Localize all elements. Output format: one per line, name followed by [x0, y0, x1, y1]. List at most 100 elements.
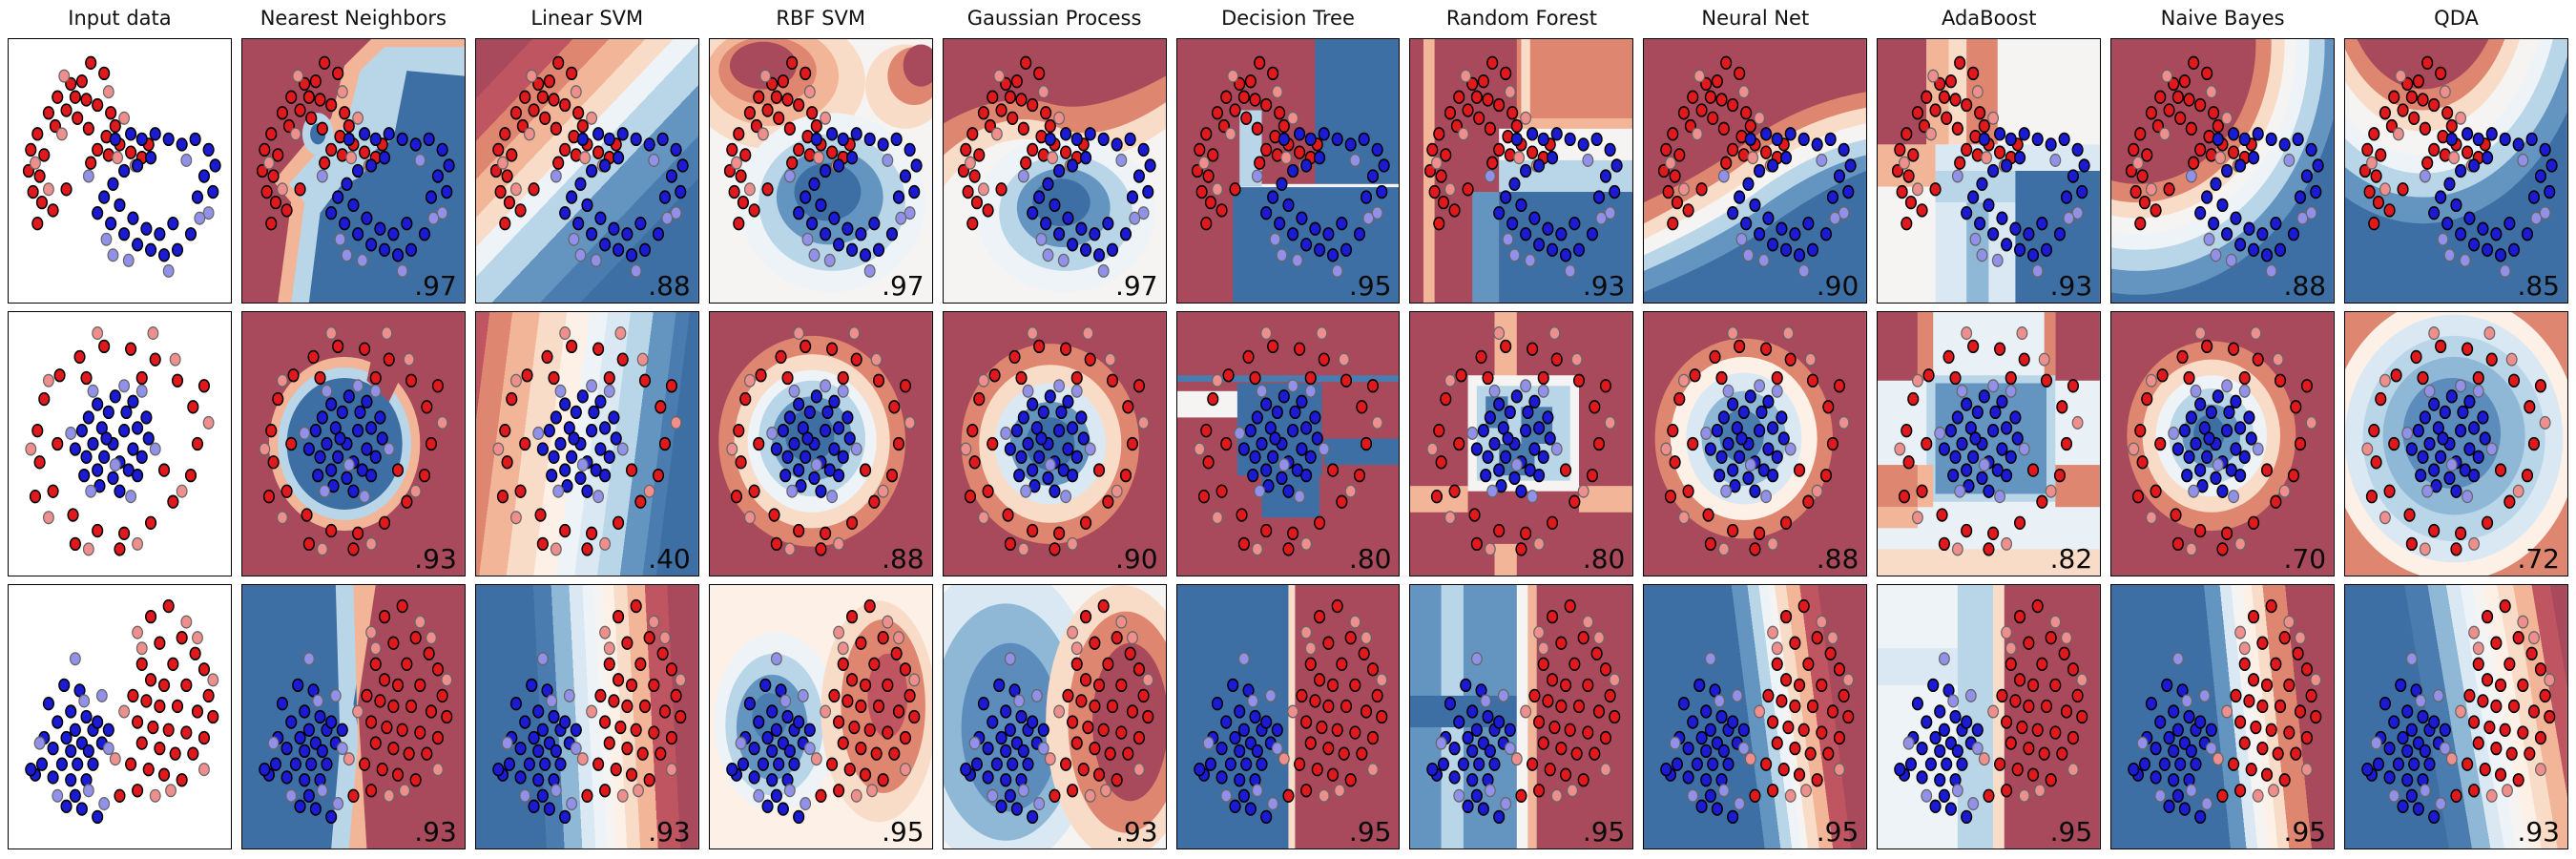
red-train-point — [1573, 373, 1586, 388]
red-test-point — [1066, 536, 1078, 551]
red-train-point — [528, 182, 540, 197]
red-train-point — [1500, 339, 1512, 354]
decision-surface-svg — [1644, 312, 1867, 576]
red-train-point — [180, 678, 193, 693]
red-train-point — [135, 370, 148, 386]
blue-train-point — [2216, 484, 2229, 498]
blue-train-point — [765, 704, 778, 719]
blue-train-point — [514, 770, 527, 785]
red-test-point — [526, 69, 537, 83]
red-train-point — [1772, 657, 1784, 671]
blue-train-point — [1010, 424, 1023, 438]
red-train-point — [1600, 662, 1612, 677]
blue-train-point — [548, 450, 560, 464]
blue-train-point — [1493, 205, 1506, 220]
blue-train-point — [2295, 190, 2307, 204]
red-train-point — [1533, 715, 1546, 729]
blue-train-point — [2168, 744, 2180, 759]
blue-train-point — [1727, 715, 1739, 729]
blue-train-point — [748, 770, 760, 785]
red-train-point — [1366, 662, 1379, 677]
red-test-point — [1899, 156, 1911, 170]
red-train-point — [125, 342, 137, 356]
blue-test-point — [550, 784, 562, 798]
red-test-point — [2393, 127, 2404, 141]
red-train-point — [191, 436, 204, 451]
blue-train-point — [2472, 450, 2484, 464]
blue-train-point — [558, 397, 571, 411]
red-test-point — [2310, 673, 2322, 687]
blue-test-point — [267, 736, 280, 750]
decision-surface-svg — [475, 39, 698, 303]
blue-train-point — [289, 757, 301, 771]
red-train-point — [197, 730, 211, 745]
blue-test-point — [825, 490, 838, 504]
blue-train-point — [1511, 389, 1524, 404]
blue-train-point — [1478, 424, 1490, 438]
red-train-point — [2275, 699, 2287, 714]
blue-train-point — [1824, 132, 1838, 147]
blue-train-point — [2196, 478, 2209, 493]
red-test-point — [207, 673, 219, 687]
blue-train-point — [2014, 151, 2026, 165]
blue-train-point — [598, 238, 611, 252]
red-test-point — [289, 127, 301, 141]
red-train-point — [1017, 121, 1029, 136]
blue-test-point — [2199, 688, 2211, 702]
blue-train-point — [409, 137, 422, 152]
red-train-point — [625, 678, 637, 693]
blue-train-point — [1106, 242, 1118, 257]
blue-train-point — [1313, 242, 1325, 257]
blue-train-point — [1749, 198, 1761, 213]
blue-train-point — [2312, 158, 2324, 173]
red-train-point — [2067, 730, 2080, 745]
red-train-point — [1453, 90, 1465, 104]
blue-train-point — [176, 137, 188, 152]
red-train-point — [391, 463, 404, 477]
red-train-point — [815, 788, 827, 803]
red-train-point — [1994, 757, 2006, 771]
red-train-point — [157, 678, 171, 693]
red-train-point — [2023, 636, 2035, 650]
red-train-point — [1486, 55, 1499, 71]
red-train-point — [1987, 526, 2000, 541]
red-train-point — [1687, 90, 1699, 104]
blue-test-point — [1453, 788, 1465, 803]
red-train-point — [1921, 90, 1933, 104]
red-train-point — [728, 184, 740, 199]
blue-train-point — [872, 242, 884, 257]
blue-test-point — [396, 263, 408, 278]
red-test-point — [2505, 352, 2518, 367]
column-title-linear-svm: Linear SVM — [530, 7, 644, 30]
red-train-point — [2178, 73, 2192, 89]
red-test-point — [2455, 704, 2467, 719]
red-train-point — [171, 699, 184, 714]
blue-test-point — [1700, 426, 1713, 440]
blue-train-point — [1568, 217, 1581, 231]
red-train-point — [1705, 536, 1717, 552]
red-train-point — [654, 746, 667, 761]
blue-train-point — [1963, 478, 1975, 493]
blue-train-point — [1237, 788, 1250, 803]
red-train-point — [621, 699, 634, 714]
blue-test-point — [797, 688, 809, 702]
blue-train-point — [135, 132, 148, 147]
red-train-point — [501, 169, 513, 183]
red-test-point — [1548, 326, 1561, 341]
blue-train-point — [2210, 177, 2222, 191]
red-train-point — [501, 455, 513, 470]
red-train-point — [1669, 169, 1682, 183]
blue-train-point — [2412, 424, 2424, 438]
red-train-point — [892, 436, 904, 451]
red-test-point — [1304, 641, 1317, 656]
blue-train-point — [1912, 697, 1924, 711]
red-train-point — [988, 368, 1001, 383]
blue-test-point — [1605, 206, 1617, 220]
red-train-point — [1767, 784, 1779, 798]
red-test-point — [977, 182, 989, 197]
red-test-point — [509, 511, 522, 525]
red-train-point — [1582, 725, 1594, 740]
blue-test-point — [321, 384, 333, 398]
red-train-point — [656, 646, 669, 660]
blue-train-point — [42, 697, 54, 711]
